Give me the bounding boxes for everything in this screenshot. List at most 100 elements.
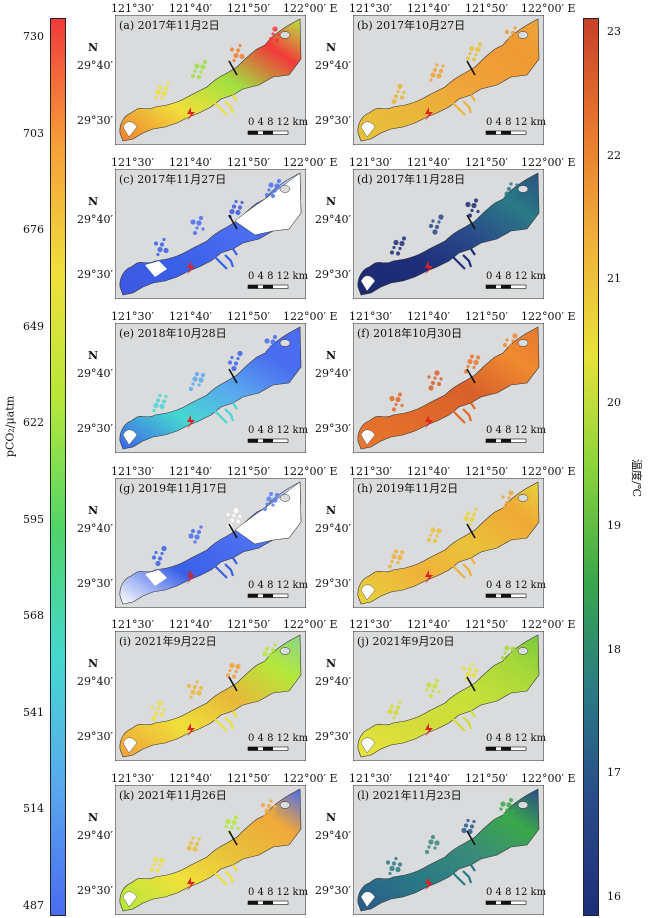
pixel-texture [505,808,509,812]
panel-label: (d) 2017年11月28日 [357,173,466,186]
pixel-texture [155,868,161,873]
station-marker-icon [425,415,433,429]
pixel-texture [264,192,270,198]
pixel-texture [196,690,202,696]
pixel-texture [390,559,394,564]
pixel-texture [467,213,473,218]
map-panel: (d) 2017年11月28日 0 4 8 12 km [353,169,546,299]
latitude-label: 29°30′ [77,884,113,897]
north-arrow-label: N [326,195,337,208]
estuary-map [353,15,544,145]
longitude-label: 121°30′ [349,2,392,15]
pixel-texture [508,797,514,803]
pixel-texture [513,26,517,30]
pixel-texture [428,839,434,845]
scale-bar-label: 0 4 8 12 km [248,117,309,128]
scale-bar-segment [248,131,258,135]
estuary-map [353,169,544,299]
pixel-texture [393,94,399,99]
pixel-texture [463,515,469,522]
pixel-texture [236,356,240,361]
latitude-label: 29°40′ [315,367,351,380]
scale-bar-label: 0 4 8 12 km [248,733,309,744]
pixel-texture [233,52,239,59]
pixel-texture [510,501,516,507]
longitude-label: 121°30′ [349,772,392,785]
latitude-label: 29°40′ [315,829,351,842]
pixel-texture [154,95,158,100]
island [517,801,529,809]
tributary-channel [214,402,238,424]
latitude-label: 29°40′ [77,675,113,688]
pixel-texture [231,204,237,209]
pixel-texture [196,529,202,535]
island [279,339,291,347]
pixel-texture [151,555,157,560]
scale-bar-label: 0 4 8 12 km [486,117,547,128]
pixel-texture [395,251,401,256]
station-marker-icon [187,415,195,429]
north-arrow-label: N [326,504,337,517]
scale-bar-segment [501,131,511,135]
no-data-region [360,737,376,754]
pixel-texture [194,371,200,377]
tributary-channel [214,94,238,116]
pixel-texture [464,677,468,682]
pixel-texture [470,662,474,667]
pixel-texture [225,818,231,825]
pixel-texture [499,807,503,811]
pixel-texture [266,41,272,47]
latitude-label: 29°30′ [77,577,113,590]
longitude-label: 121°50′ [465,618,508,631]
map-panel: (c) 2017年11月27日 0 4 8 12 km [115,169,308,299]
scale-bar-label: 0 4 8 12 km [486,733,547,744]
pixel-texture [465,201,471,208]
pixel-texture [400,403,404,408]
longitude-label: 122°00′ E [521,465,576,478]
longitude-label: 121°40′ [169,156,212,169]
pixel-texture [188,533,194,539]
latitude-label: 29°30′ [315,422,351,435]
scale-bar-segment [501,285,511,289]
pixel-texture [267,658,271,662]
pixel-texture [197,837,201,841]
transect-line [228,60,238,76]
pixel-texture [471,672,477,679]
pixel-texture [433,376,437,380]
transect-line [228,523,238,539]
estuary-map [353,631,544,761]
no-data-region [360,429,376,446]
latitude-label: 29°40′ [315,675,351,688]
pixel-texture [391,98,397,105]
island [279,185,291,193]
pco2-tick-label: 487 [23,898,44,912]
transect-line [466,523,476,539]
pixel-texture [277,33,281,37]
pixel-texture [512,187,518,193]
scale-bar-segment [501,747,511,751]
pixel-texture [393,549,399,554]
panel-label: (j) 2021年9月20日 [357,635,455,648]
latitude-label: 29°30′ [77,730,113,743]
pco2-tick-label: 514 [23,802,44,815]
pixel-texture [389,250,395,255]
tributary-channel [452,710,476,732]
pixel-texture [511,339,515,343]
latitude-label: 29°30′ [77,422,113,435]
temperature-colorbar-title: 温度/℃ [630,458,643,497]
pixel-texture [436,528,442,534]
pixel-texture [391,861,397,866]
pixel-texture [155,560,161,567]
station-marker-icon [187,570,195,584]
pixel-texture [158,863,162,868]
pixel-texture [199,525,203,529]
estuary-map [353,785,544,915]
pixel-texture [236,826,240,831]
pixel-texture [427,375,431,379]
pixel-texture [428,693,434,699]
pixel-texture [436,381,442,387]
pixel-texture [393,239,399,246]
tributary-channel [452,248,476,270]
estuary-water [119,634,302,758]
pixel-texture [231,819,237,826]
